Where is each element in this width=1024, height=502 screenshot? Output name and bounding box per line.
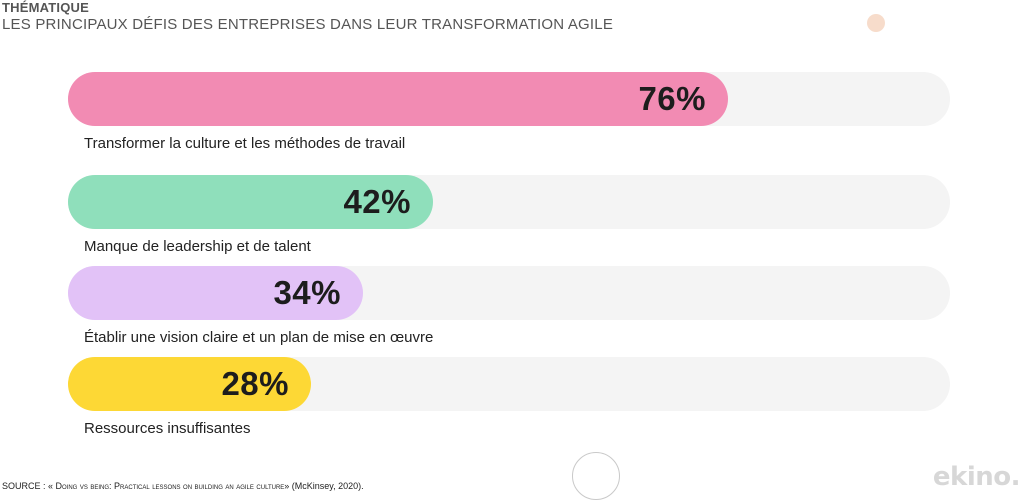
bar bbox=[68, 357, 311, 411]
chart-title: LES PRINCIPAUX DÉFIS DES ENTREPRISES DAN… bbox=[2, 16, 614, 33]
decorative-circle bbox=[572, 452, 620, 500]
bar bbox=[68, 175, 433, 229]
decorative-dot bbox=[867, 14, 885, 32]
category-label: Ressources insuffisantes bbox=[84, 420, 251, 437]
category-label: Établir une vision claire et un plan de … bbox=[84, 329, 434, 346]
ekino-logo: ekino. bbox=[932, 462, 1021, 492]
bar-value-label: 42% bbox=[343, 183, 411, 220]
source-prefix: SOURCE : « bbox=[2, 481, 56, 491]
source-title: Doing vs being: Practical lessons on bui… bbox=[55, 481, 285, 491]
bar-value-label: 34% bbox=[273, 274, 341, 311]
bar bbox=[68, 266, 363, 320]
bar-value-label: 28% bbox=[221, 365, 289, 402]
category-label: Manque de leadership et de talent bbox=[84, 238, 311, 255]
kicker: THÉMATIQUE bbox=[2, 0, 89, 15]
bar bbox=[68, 72, 728, 126]
bar-value-label: 76% bbox=[638, 80, 706, 117]
source-suffix: » (McKinsey, 2020). bbox=[284, 481, 364, 491]
header: THÉMATIQUE LES PRINCIPAUX DÉFIS DES ENTR… bbox=[2, 0, 613, 35]
category-label: Transformer la culture et les méthodes d… bbox=[84, 135, 406, 152]
source-note: SOURCE : « Doing vs being: Practical les… bbox=[2, 480, 364, 492]
